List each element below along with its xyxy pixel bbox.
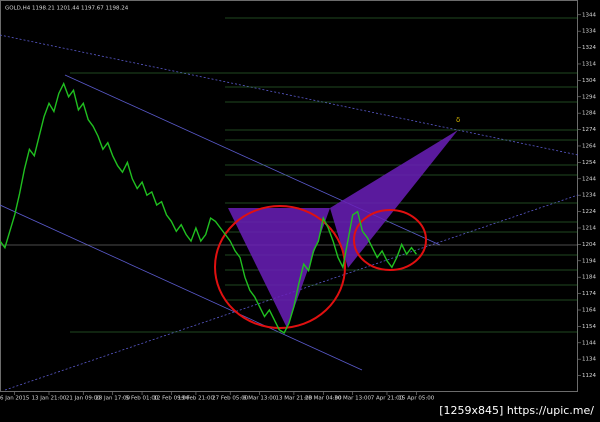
x-tick-label: 6 Mar 13:00 bbox=[243, 396, 277, 402]
y-tick-label: 1284 bbox=[582, 111, 596, 117]
x-tick-label: 7 Apr 21:00 bbox=[371, 396, 404, 402]
drawings bbox=[0, 17, 579, 391]
y-tick-label: 1134 bbox=[582, 357, 596, 363]
y-tick-label: 1144 bbox=[582, 340, 596, 346]
y-tick-label: 1194 bbox=[582, 258, 596, 264]
pattern-xab bbox=[228, 208, 330, 328]
plot-frame bbox=[0, 0, 578, 392]
x-tick-label: 28 Jan 17:00 bbox=[95, 396, 130, 402]
channel-line bbox=[0, 204, 363, 371]
y-tick-label: 1234 bbox=[582, 193, 596, 199]
watermark: [1259x845] https://upic.me/ bbox=[439, 404, 594, 417]
x-tick-label: 5 Feb 01:00 bbox=[126, 396, 159, 402]
x-tick-label: 12 Feb 09:00 bbox=[153, 396, 190, 402]
price-line bbox=[0, 81, 417, 335]
y-tick-label: 1254 bbox=[582, 160, 596, 166]
pattern-point-label: δ bbox=[456, 116, 460, 124]
y-tick-label: 1164 bbox=[582, 307, 596, 313]
highlight-circle bbox=[214, 205, 346, 329]
y-tick-label: 1174 bbox=[582, 291, 596, 297]
chart-title: GOLD,H4 1198.21 1201.44 1197.67 1198.24 bbox=[5, 6, 129, 12]
y-tick-label: 1314 bbox=[582, 61, 596, 67]
y-tick-label: 1184 bbox=[582, 275, 596, 281]
x-tick-label: 19 Feb 21:00 bbox=[178, 396, 215, 402]
x-tick-label: 13 Jan 21:00 bbox=[32, 396, 67, 402]
x-tick-label: 23 Mar 04:00 bbox=[305, 396, 342, 402]
y-tick-label: 1344 bbox=[582, 12, 596, 18]
pattern-bcd bbox=[330, 130, 458, 268]
x-tick-label: 27 Feb 05:00 bbox=[212, 396, 249, 402]
y-tick-label: 1264 bbox=[582, 143, 596, 149]
y-tick-label: 1334 bbox=[582, 29, 596, 35]
trend-line bbox=[4, 194, 579, 391]
x-tick-label: 6 Jan 2015 bbox=[0, 396, 30, 402]
y-tick-label: 1324 bbox=[582, 45, 596, 51]
y-tick-label: 1124 bbox=[582, 373, 596, 379]
x-tick-label: 13 Mar 21:00 bbox=[276, 396, 313, 402]
x-tick-label: 15 Apr 05:00 bbox=[398, 396, 434, 402]
y-tick-label: 1204 bbox=[582, 242, 596, 248]
y-tick-label: 1274 bbox=[582, 127, 596, 133]
y-tick-label: 1244 bbox=[582, 176, 596, 182]
y-tick-label: 1154 bbox=[582, 324, 596, 330]
y-tick-label: 1304 bbox=[582, 78, 596, 84]
x-tick-label: 30 Mar 13:00 bbox=[334, 396, 371, 402]
x-tick-label: 21 Jan 09:00 bbox=[66, 396, 101, 402]
y-tick-label: 1224 bbox=[582, 209, 596, 215]
fib-levels bbox=[70, 17, 578, 333]
y-tick-label: 1294 bbox=[582, 94, 596, 100]
y-tick-label: 1214 bbox=[582, 225, 596, 231]
highlight-circle bbox=[353, 209, 427, 271]
